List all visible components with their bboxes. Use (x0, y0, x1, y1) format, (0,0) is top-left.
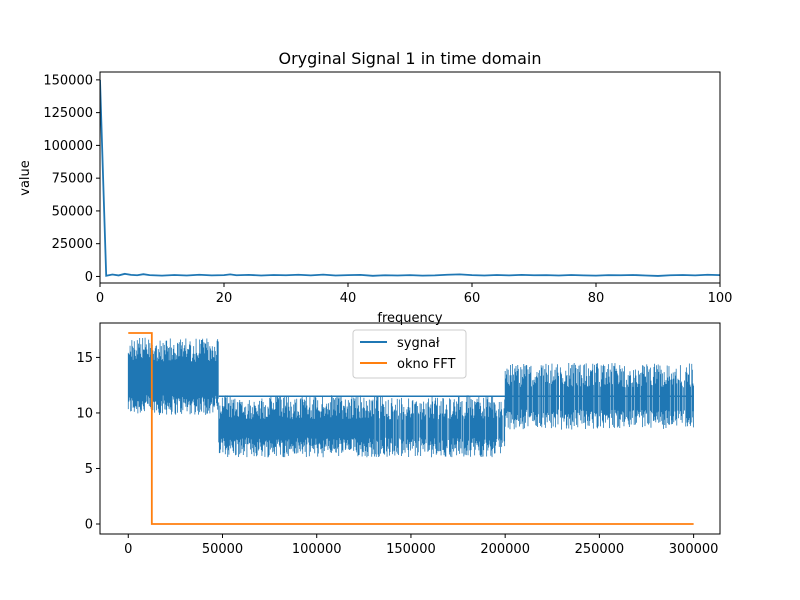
top-chart-y-tick-label: 100000 (43, 139, 93, 154)
bottom-chart-y-axis: 0 5 10 15 (76, 351, 100, 533)
bottom-chart-x-axis: 0 50000 100000 150000 200000 250000 300000 (124, 534, 718, 557)
bottom-chart-signal-line (127, 337, 694, 458)
top-chart-frame (99, 71, 721, 284)
top-chart-x-axis: 0 20 40 60 80 100 (96, 283, 733, 306)
top-chart-y-tick-label: 125000 (43, 106, 93, 121)
top-chart-y-tick-label: 50000 (52, 204, 93, 219)
bottom-chart-x-tick-label: 150000 (386, 542, 436, 557)
top-chart: Oryginal Signal 1 in time domain 0 20 40 60… (18, 49, 732, 326)
top-chart-y-tick-label: 150000 (43, 73, 93, 88)
top-chart-x-label: frequency (377, 311, 443, 326)
bottom-chart-plot-area (127, 332, 694, 525)
top-chart-x-tick-label: 40 (340, 291, 357, 306)
bottom-chart-x-tick-label: 250000 (575, 542, 625, 557)
top-chart-plot-area (100, 79, 720, 277)
bottom-chart-legend: sygnał okno FFT (352, 329, 467, 379)
top-chart-y-axis: 0 25000 50000 75000 100000 125000 150000 (43, 73, 100, 285)
bottom-chart: 0 50000 100000 150000 200000 250000 300000 0 5 1… (76, 322, 721, 557)
bottom-chart-x-tick-label: 200000 (480, 542, 530, 557)
top-chart-y-tick-label: 25000 (52, 237, 93, 252)
bottom-chart-y-tick-label: 5 (85, 462, 93, 477)
top-chart-x-tick-label: 0 (96, 291, 104, 306)
bottom-chart-y-tick-label: 10 (76, 406, 93, 421)
top-chart-x-tick-label: 60 (464, 291, 481, 306)
bottom-chart-x-tick-label: 100000 (292, 542, 342, 557)
bottom-chart-x-tick-label: 300000 (669, 542, 719, 557)
top-chart-series-line (100, 79, 720, 277)
top-chart-x-tick-label: 20 (216, 291, 233, 306)
top-chart-x-tick-label: 100 (708, 291, 733, 306)
bottom-chart-y-tick-label: 15 (76, 351, 93, 366)
legend-label-sygnal: sygnał (397, 336, 440, 351)
top-chart-y-label: value (18, 160, 33, 196)
bottom-chart-x-tick-label: 50000 (202, 542, 243, 557)
top-chart-y-tick-label: 75000 (52, 172, 93, 187)
top-chart-x-tick-label: 80 (588, 291, 605, 306)
bottom-chart-fft-window-line (128, 332, 694, 525)
legend-label-okno-fft: okno FFT (397, 357, 456, 372)
top-chart-y-tick-label: 0 (85, 270, 93, 285)
bottom-chart-y-tick-label: 0 (85, 518, 93, 533)
top-chart-title: Oryginal Signal 1 in time domain (278, 49, 541, 68)
bottom-chart-frame (99, 322, 721, 535)
bottom-chart-x-tick-label: 0 (124, 542, 132, 557)
